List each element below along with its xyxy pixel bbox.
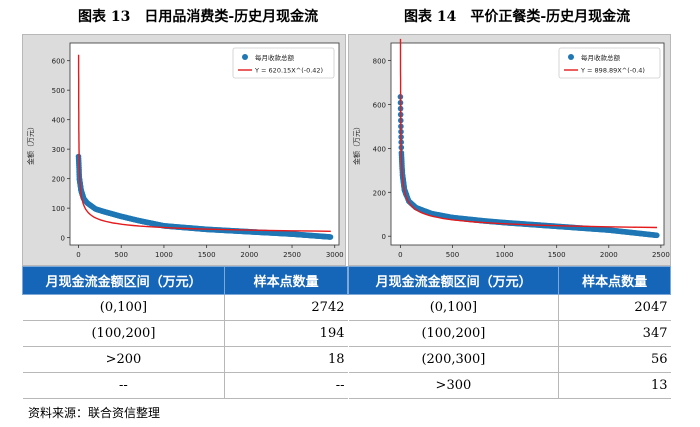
count-cell: 347 <box>558 320 671 347</box>
legend-marker-scatter <box>242 54 248 60</box>
x-tick-label: 1500 <box>198 251 216 259</box>
count-cell: 56 <box>558 346 671 373</box>
scatter-point <box>327 234 334 240</box>
table-row: -- -- <box>22 372 348 399</box>
x-tick-label: 1000 <box>496 251 514 259</box>
table-row: (0,100] 2742 <box>22 294 348 321</box>
table-header-range: 月现金流金额区间（万元） <box>21 266 226 295</box>
count-cell: 18 <box>224 346 348 373</box>
table-header-count: 样本点数量 <box>558 266 671 295</box>
scatter-series <box>397 94 660 239</box>
range-cell: -- <box>22 372 226 399</box>
y-tick-label: 0 <box>61 235 65 243</box>
figure-title-14: 图表 14 平价正餐类-历史月现金流 <box>404 9 631 25</box>
x-tick-label: 2500 <box>652 251 670 259</box>
count-cell: -- <box>224 372 348 399</box>
chart-panel-left: 0 100 200 300 400 500 600 0 500 1000 1500 2000 2500 3… <box>22 34 346 266</box>
x-tick-label: 2500 <box>283 251 301 259</box>
range-cell: (100,200] <box>348 320 560 347</box>
table-row: >200 18 <box>22 346 348 373</box>
scatter-point <box>654 232 660 239</box>
range-cell: (100,200] <box>22 320 226 347</box>
data-table-left: 月现金流金额区间（万元） 样本点数量 (0,100] 2742 (100,200]… <box>21 266 348 399</box>
scatter-chart-left: 0 100 200 300 400 500 600 0 500 1000 1500 2000 2500 3… <box>26 42 344 259</box>
x-tick-label: 1000 <box>155 251 173 259</box>
x-tick-label: 2000 <box>240 251 258 259</box>
x-tick-label: 0 <box>76 251 80 259</box>
y-tick-label: 500 <box>52 87 65 95</box>
legend-label-line: Y = 620.15X^(-0.42) <box>254 67 323 75</box>
y-tick-label: 200 <box>373 189 386 197</box>
y-tick-label: 100 <box>52 205 65 213</box>
range-cell: (0,100] <box>22 294 226 321</box>
y-axis-label: 金额（万元） <box>26 123 35 165</box>
x-tick-label: 500 <box>115 251 128 259</box>
y-tick-label: 200 <box>52 176 65 184</box>
y-tick-label: 600 <box>373 101 386 109</box>
x-tick-label: 500 <box>446 251 459 259</box>
table-row: (100,200] 347 <box>348 320 671 347</box>
legend-label-scatter: 每月收款总额 <box>255 53 295 62</box>
data-table-right: 月现金流金额区间（万元） 样本点数量 (0,100] 2047 (100,200]… <box>347 266 671 399</box>
table-row: (100,200] 194 <box>22 320 348 347</box>
legend-label-scatter: 每月收款总额 <box>581 53 621 62</box>
table-row: >300 13 <box>348 372 671 399</box>
y-tick-label: 400 <box>373 145 386 153</box>
y-axis-label: 金额（万元） <box>352 123 361 165</box>
count-cell: 13 <box>558 372 671 399</box>
count-cell: 2742 <box>224 294 348 321</box>
table-header-count: 样本点数量 <box>224 266 348 295</box>
figure-title-13: 图表 13 日用品消费类-历史月现金流 <box>78 9 319 25</box>
table-row: (200,300] 56 <box>348 346 671 373</box>
source-note: 资料来源：联合资信整理 <box>28 406 161 420</box>
x-tick-label: 1500 <box>548 251 566 259</box>
y-tick-label: 600 <box>52 58 65 66</box>
y-tick-label: 300 <box>52 146 65 154</box>
count-cell: 2047 <box>558 294 671 321</box>
scatter-chart-right: 0 200 400 600 800 0 500 1000 1500 2000 2500 金额（万元） 每… <box>352 38 670 259</box>
x-tick-label: 2000 <box>600 251 618 259</box>
table-row: (0,100] 2047 <box>348 294 671 321</box>
y-tick-label: 800 <box>373 58 386 66</box>
range-cell: (200,300] <box>348 346 560 373</box>
legend-box <box>232 47 335 79</box>
range-cell: (0,100] <box>348 294 560 321</box>
legend-box <box>558 47 661 79</box>
legend-marker-scatter <box>568 54 574 60</box>
fit-curve <box>399 38 658 229</box>
range-cell: >200 <box>22 346 226 373</box>
chart-panel-right: 0 200 400 600 800 0 500 1000 1500 2000 2500 金额（万元） 每… <box>348 34 671 266</box>
range-cell: >300 <box>348 372 560 399</box>
table-header-range: 月现金流金额区间（万元） <box>347 266 560 295</box>
x-tick-label: 0 <box>398 251 402 259</box>
count-cell: 194 <box>224 320 348 347</box>
y-tick-label: 400 <box>52 117 65 125</box>
y-tick-label: 0 <box>382 233 386 241</box>
legend-label-line: Y = 898.89X^(-0.4) <box>580 67 645 75</box>
fit-curve <box>77 54 331 232</box>
x-tick-label: 3000 <box>326 251 344 259</box>
